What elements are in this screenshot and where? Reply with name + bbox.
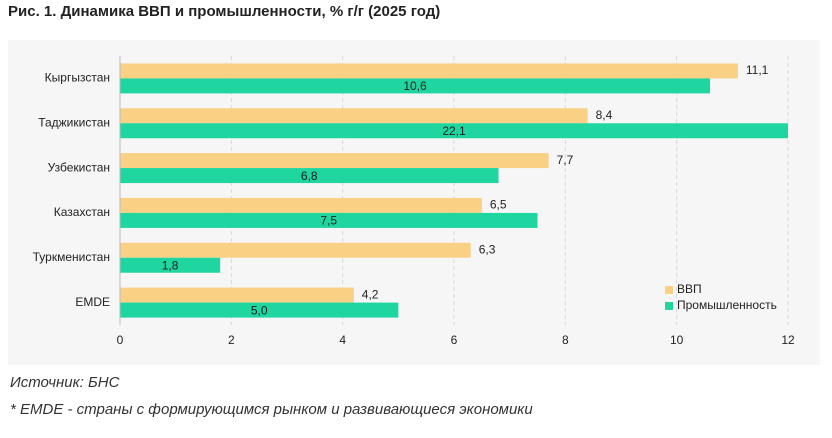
legend-swatch: [665, 302, 673, 310]
bar: [120, 257, 221, 273]
value-label: 22,1: [442, 124, 466, 138]
value-label: 7,7: [557, 153, 574, 167]
value-label: 11,1: [746, 63, 769, 77]
chart-title: Рис. 1. Динамика ВВП и промышленности, %…: [8, 3, 440, 20]
bar: [120, 212, 538, 228]
value-label: 1,8: [162, 258, 179, 272]
value-label: 8,4: [596, 108, 613, 122]
bar: [120, 78, 711, 94]
x-tick-label: 0: [117, 333, 124, 347]
x-tick-label: 6: [451, 333, 458, 347]
legend-swatch: [665, 286, 673, 294]
x-tick-label: 10: [670, 333, 684, 347]
bar: [120, 287, 354, 303]
x-tick-label: 4: [339, 333, 346, 347]
bar: [120, 242, 471, 258]
y-tick-label: Кыргызстан: [45, 71, 110, 85]
legend-label: ВВП: [677, 282, 702, 296]
bar: [120, 153, 549, 169]
footnote: * EMDE - страны с формирующимся рынком и…: [10, 401, 533, 418]
value-label: 4,2: [362, 287, 379, 301]
value-label: 6,5: [490, 198, 507, 212]
bar: [120, 63, 738, 79]
bar: [120, 168, 499, 184]
legend-label: Промышленность: [677, 298, 777, 312]
y-tick-label: Узбекистан: [48, 160, 110, 174]
bar: [120, 197, 482, 213]
value-label: 10,6: [403, 79, 427, 93]
y-tick-label: EMDE: [75, 295, 110, 309]
bar: [120, 108, 588, 124]
value-label: 6,8: [301, 169, 318, 183]
y-tick-label: Казахстан: [54, 205, 110, 219]
bar: [120, 302, 399, 318]
x-tick-label: 2: [228, 333, 235, 347]
y-tick-label: Туркменистан: [33, 250, 110, 264]
source-note: Источник: БНС: [10, 374, 120, 391]
value-label: 7,5: [320, 214, 337, 228]
bar: [120, 123, 788, 139]
value-label: 6,3: [479, 242, 496, 256]
x-tick-label: 8: [562, 333, 569, 347]
x-tick-label: 12: [781, 333, 795, 347]
value-label: 5,0: [251, 303, 268, 317]
y-tick-label: Таджикистан: [38, 115, 110, 129]
